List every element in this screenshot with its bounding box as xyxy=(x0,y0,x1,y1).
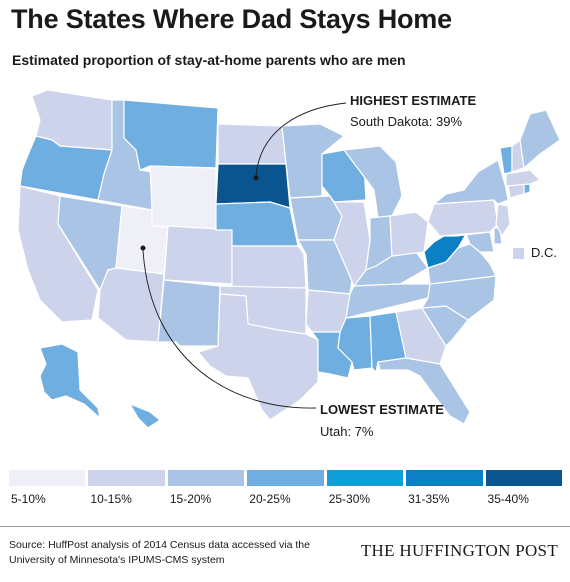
legend-label-1: 5-10% xyxy=(11,492,46,506)
state-RI xyxy=(523,183,531,195)
utah-marker xyxy=(140,245,146,251)
dc-swatch xyxy=(513,248,524,259)
highest-estimate-value: South Dakota: 39% xyxy=(350,114,463,129)
state-GA xyxy=(395,307,447,365)
state-AK xyxy=(39,343,101,419)
legend-swatch-4 xyxy=(247,470,324,486)
state-NM xyxy=(157,279,221,347)
state-OH xyxy=(389,211,429,257)
lowest-estimate-heading: LOWEST ESTIMATE xyxy=(320,402,444,417)
legend-swatch-6 xyxy=(406,470,483,486)
legend-label-5: 25-30% xyxy=(328,492,371,506)
state-MT xyxy=(123,99,219,171)
state-KS xyxy=(231,245,307,289)
legend-label-6: 31-35% xyxy=(408,492,450,506)
south-dakota-marker xyxy=(253,175,259,181)
state-PA xyxy=(427,199,499,237)
legend-swatch-3 xyxy=(167,470,245,486)
brand-logo: THE HUFFINGTON POST xyxy=(360,541,558,560)
state-TX xyxy=(197,293,319,421)
state-NY xyxy=(433,159,509,205)
state-MA xyxy=(505,169,541,187)
highest-leader-line xyxy=(255,102,347,177)
state-ME xyxy=(519,109,561,169)
state-SD xyxy=(215,163,291,209)
state-FL xyxy=(377,357,471,425)
source-note: Source: HuffPost analysis of 2014 Census… xyxy=(9,539,310,566)
legend-swatch-7 xyxy=(485,470,562,486)
legend-label-3: 15-20% xyxy=(169,492,212,506)
lowest-leader-line xyxy=(142,249,317,409)
state-WY xyxy=(149,165,217,231)
dc-label: D.C. xyxy=(531,245,557,260)
state-VT xyxy=(499,145,513,175)
legend-label-7: 35-40% xyxy=(487,492,529,506)
legend: 5-10% 10-15% 15-20% 20-25% 25-30% 31-35%… xyxy=(9,470,562,506)
state-HI xyxy=(129,403,161,429)
state-NJ xyxy=(495,203,511,237)
state-CO xyxy=(163,225,235,285)
state-MI xyxy=(343,145,403,219)
footer-divider xyxy=(0,526,570,527)
state-AZ xyxy=(97,267,165,343)
us-map xyxy=(17,89,561,429)
highest-estimate-heading: HIGHEST ESTIMATE xyxy=(350,93,477,108)
legend-swatch-2 xyxy=(88,470,165,486)
lowest-estimate-value: Utah: 7% xyxy=(320,424,374,439)
chart-subtitle: Estimated proportion of stay-at-home par… xyxy=(12,52,406,68)
legend-swatch-5 xyxy=(326,470,404,486)
legend-label-4: 20-25% xyxy=(249,492,291,506)
legend-label-2: 10-15% xyxy=(90,492,132,506)
state-ND xyxy=(217,123,287,165)
legend-swatch-1 xyxy=(9,470,86,486)
chart-title: The States Where Dad Stays Home xyxy=(11,4,452,34)
